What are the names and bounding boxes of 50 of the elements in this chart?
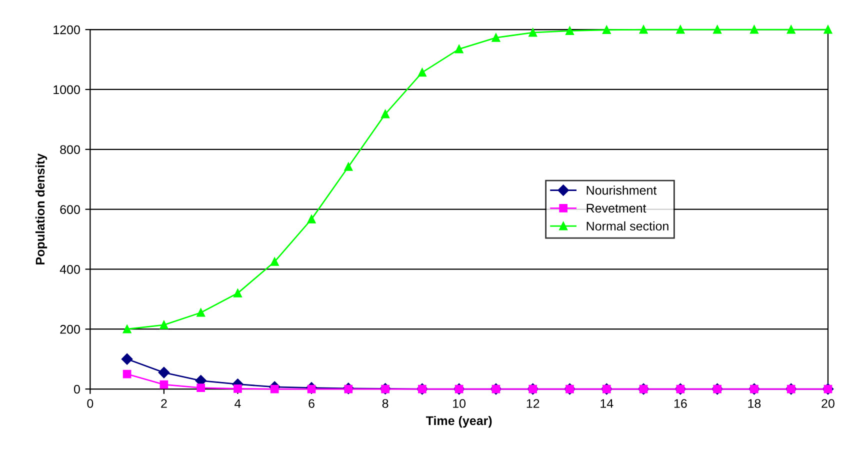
x-tick-label: 14 — [600, 399, 614, 408]
y-axis-title: Population density — [35, 153, 48, 264]
x-tick-label: 4 — [234, 399, 241, 408]
x-tick-label: 0 — [87, 399, 94, 408]
point — [676, 25, 685, 34]
legend-label: Normal section — [586, 221, 668, 231]
x-tick-label: 12 — [526, 399, 540, 408]
y-tick-label: 400 — [60, 265, 80, 274]
point — [121, 353, 133, 365]
point — [234, 384, 242, 393]
point — [270, 258, 279, 266]
point — [196, 308, 206, 317]
point — [270, 384, 279, 394]
x-tick-label: 18 — [748, 399, 761, 408]
point — [234, 289, 242, 298]
point — [418, 68, 426, 77]
x-tick-label: 6 — [308, 399, 314, 408]
y-tick-label: 0 — [74, 384, 80, 394]
point — [566, 26, 574, 35]
point — [307, 215, 316, 224]
y-tick-label: 1200 — [54, 25, 80, 34]
legend-label: Nourishment — [586, 186, 657, 195]
x-axis-title: Time (year) — [426, 416, 492, 428]
point — [639, 25, 648, 34]
x-tick-label: 2 — [161, 399, 167, 408]
point — [344, 162, 353, 171]
y-tick-label: 200 — [60, 324, 80, 334]
point — [160, 380, 168, 389]
point — [492, 33, 500, 42]
point — [196, 384, 206, 392]
point — [122, 370, 132, 378]
point — [122, 324, 132, 334]
point — [786, 25, 796, 34]
x-tick-label: 20 — [822, 399, 834, 408]
y-tick-label: 800 — [60, 145, 80, 154]
y-tick-label: 600 — [60, 205, 80, 214]
point — [602, 26, 611, 34]
point — [160, 320, 168, 330]
point — [824, 25, 832, 34]
point — [750, 25, 758, 34]
x-tick-label: 8 — [382, 399, 388, 408]
point — [158, 366, 170, 378]
point — [713, 25, 722, 34]
x-tick-label: 10 — [453, 399, 466, 408]
legend-label: Revetment — [586, 204, 646, 213]
point — [454, 44, 464, 54]
x-tick-label: 16 — [674, 399, 687, 408]
point — [381, 110, 390, 118]
point — [528, 28, 538, 37]
y-tick-label: 1000 — [54, 85, 80, 94]
